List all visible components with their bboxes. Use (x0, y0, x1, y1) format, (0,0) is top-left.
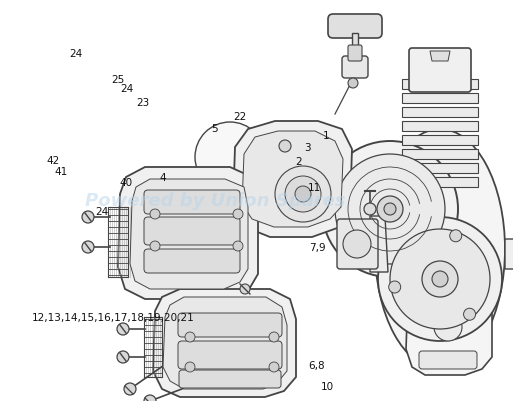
FancyBboxPatch shape (144, 190, 240, 215)
Circle shape (82, 241, 94, 253)
Circle shape (82, 211, 94, 223)
Text: 41: 41 (55, 167, 68, 176)
Polygon shape (505, 239, 513, 269)
Polygon shape (242, 132, 343, 227)
Text: 12,13,14,15,16,17,18,19,20,21: 12,13,14,15,16,17,18,19,20,21 (31, 312, 194, 322)
Polygon shape (370, 217, 388, 272)
FancyBboxPatch shape (179, 370, 281, 388)
Bar (402, 94, 478, 104)
Bar (402, 108, 478, 118)
Text: 24: 24 (69, 49, 83, 59)
Circle shape (285, 176, 321, 213)
FancyBboxPatch shape (337, 219, 378, 269)
Bar (352, 34, 358, 54)
Circle shape (378, 217, 502, 341)
FancyBboxPatch shape (144, 249, 240, 273)
Polygon shape (163, 297, 287, 389)
Circle shape (269, 332, 279, 342)
Text: 7,9: 7,9 (309, 243, 325, 253)
Text: 42: 42 (46, 156, 60, 165)
FancyBboxPatch shape (178, 341, 282, 369)
FancyBboxPatch shape (348, 46, 362, 62)
Circle shape (144, 395, 156, 401)
Ellipse shape (375, 130, 505, 369)
Text: 22: 22 (233, 111, 247, 121)
Circle shape (434, 313, 462, 341)
Bar (402, 122, 478, 132)
Circle shape (185, 332, 195, 342)
Text: Powered by Union Spares: Powered by Union Spares (85, 192, 346, 209)
Circle shape (150, 209, 160, 219)
Circle shape (275, 166, 331, 223)
Polygon shape (406, 271, 492, 375)
Text: 6,8: 6,8 (309, 360, 325, 370)
Bar (402, 178, 478, 188)
FancyBboxPatch shape (419, 351, 477, 369)
Polygon shape (233, 122, 352, 237)
Circle shape (390, 229, 490, 329)
Circle shape (384, 203, 396, 215)
Text: 4: 4 (160, 172, 166, 182)
Circle shape (240, 284, 250, 294)
Circle shape (295, 186, 311, 203)
Text: 25: 25 (111, 75, 125, 84)
Text: 23: 23 (136, 97, 149, 107)
FancyBboxPatch shape (328, 15, 382, 39)
Text: 2: 2 (295, 156, 302, 166)
Circle shape (322, 142, 458, 277)
Circle shape (185, 362, 195, 372)
Polygon shape (153, 289, 296, 397)
Circle shape (124, 383, 136, 395)
Circle shape (432, 271, 448, 287)
FancyBboxPatch shape (342, 57, 368, 79)
Text: 10: 10 (321, 381, 334, 391)
Circle shape (117, 351, 129, 363)
Polygon shape (430, 52, 450, 62)
Circle shape (233, 209, 243, 219)
Polygon shape (130, 180, 248, 289)
Circle shape (348, 79, 358, 89)
Polygon shape (358, 239, 375, 269)
Circle shape (389, 281, 401, 293)
Circle shape (117, 323, 129, 335)
Circle shape (422, 261, 458, 297)
FancyBboxPatch shape (409, 49, 471, 93)
Circle shape (464, 308, 476, 320)
Text: 24: 24 (95, 207, 108, 217)
Circle shape (335, 155, 445, 264)
Text: 5: 5 (211, 124, 218, 134)
Bar (402, 136, 478, 146)
Text: 11: 11 (307, 183, 321, 192)
Text: 1: 1 (323, 131, 329, 140)
FancyBboxPatch shape (144, 217, 240, 245)
Text: 40: 40 (119, 178, 132, 187)
Text: 3: 3 (305, 143, 311, 152)
Text: 24: 24 (121, 84, 134, 94)
Polygon shape (118, 168, 258, 299)
Bar (402, 164, 478, 174)
Circle shape (450, 230, 462, 242)
Circle shape (269, 362, 279, 372)
Circle shape (377, 196, 403, 223)
Bar (402, 80, 478, 90)
Circle shape (233, 241, 243, 251)
Bar (402, 150, 478, 160)
FancyBboxPatch shape (178, 313, 282, 337)
Circle shape (343, 231, 371, 258)
Circle shape (364, 203, 376, 215)
Circle shape (279, 141, 291, 153)
Circle shape (150, 241, 160, 251)
Circle shape (195, 123, 265, 192)
